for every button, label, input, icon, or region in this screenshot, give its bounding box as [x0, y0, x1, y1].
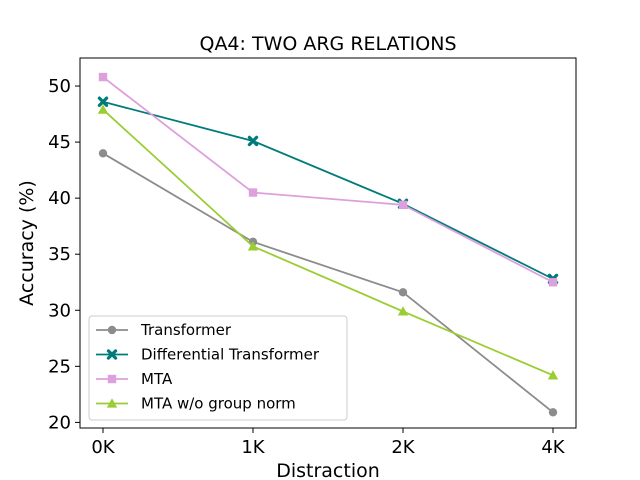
data-point — [98, 72, 108, 82]
data-point — [547, 370, 559, 380]
legend-entry: Differential Transformer — [96, 346, 320, 364]
data-point — [398, 200, 408, 210]
legend-label: Differential Transformer — [141, 346, 320, 364]
y-tick-label: 30 — [48, 300, 71, 321]
y-tick-label: 20 — [48, 412, 71, 433]
series-2 — [98, 72, 558, 287]
series-line — [102, 76, 554, 284]
series-line — [102, 108, 554, 377]
data-point — [398, 288, 408, 297]
x-tick-label: 1K — [241, 437, 265, 458]
legend-entry: Transformer — [96, 321, 232, 339]
legend-marker — [106, 398, 118, 408]
x-tick-label: 2K — [391, 437, 415, 458]
data-point — [97, 96, 109, 107]
data-point — [397, 306, 409, 316]
series-1 — [97, 96, 559, 285]
series-layer — [97, 72, 559, 417]
y-tick-label: 45 — [48, 132, 71, 153]
legend-marker — [106, 349, 118, 360]
series-0 — [98, 149, 558, 417]
y-tick-label: 35 — [48, 244, 71, 265]
legend-label: MTA — [141, 370, 173, 388]
y-tick-label: 25 — [48, 356, 71, 377]
y-axis: 20 25 30 35 40 45 50 — [48, 76, 80, 433]
legend: Transformer Differential Transformer MTA MT… — [88, 315, 348, 421]
data-point — [548, 278, 558, 287]
x-axis: 0K 1K 2K 4K — [91, 428, 566, 458]
chart-title: QA4: TWO ARG RELATIONS — [199, 33, 456, 55]
legend-box — [88, 315, 348, 421]
y-tick-label: 50 — [48, 76, 71, 97]
data-point — [247, 135, 259, 147]
x-tick-label: 0K — [91, 437, 115, 458]
data-point — [548, 408, 558, 417]
legend-label: Transformer — [140, 321, 232, 339]
data-point — [98, 149, 108, 158]
series-line — [102, 152, 554, 414]
x-axis-label: Distraction — [276, 460, 380, 480]
data-point — [247, 241, 259, 251]
legend-marker — [107, 374, 117, 384]
series-3 — [97, 104, 559, 380]
y-tick-label: 40 — [48, 188, 71, 209]
data-point — [248, 188, 258, 197]
x-tick-label: 4K — [541, 437, 565, 458]
plot-area-frame — [79, 57, 577, 429]
legend-entry: MTA — [96, 370, 173, 388]
series-line — [102, 100, 554, 280]
y-axis-label: Accuracy (%) — [16, 180, 38, 306]
legend-label: MTA w/o group norm — [141, 395, 296, 413]
legend-entry: MTA w/o group norm — [96, 395, 296, 413]
legend-marker — [107, 325, 117, 335]
data-point — [97, 104, 109, 114]
